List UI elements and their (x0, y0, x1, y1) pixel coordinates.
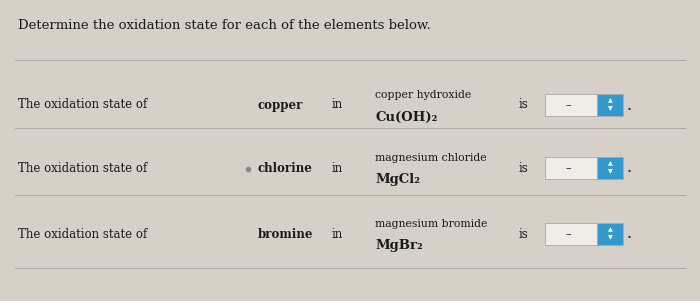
Text: magnesium bromide: magnesium bromide (375, 219, 487, 229)
Text: .: . (627, 160, 632, 176)
Bar (597, 223, 623, 245)
Text: The oxidation state of: The oxidation state of (18, 162, 147, 175)
Text: in: in (332, 98, 343, 111)
Text: ▲: ▲ (608, 228, 612, 232)
Text: .: . (627, 225, 632, 243)
Text: is: is (519, 98, 528, 111)
Text: .: . (627, 97, 632, 113)
Bar (597, 157, 623, 179)
Text: MgBr₂: MgBr₂ (375, 240, 423, 253)
Text: ▼: ▼ (608, 169, 612, 175)
Text: ▼: ▼ (608, 107, 612, 111)
Text: Determine the oxidation state for each of the elements below.: Determine the oxidation state for each o… (18, 19, 431, 32)
Bar (597, 94, 623, 116)
Text: Cu(OH)₂: Cu(OH)₂ (375, 110, 438, 123)
Bar (545, 94, 597, 116)
Text: The oxidation state of: The oxidation state of (18, 228, 147, 240)
Text: The oxidation state of: The oxidation state of (18, 98, 147, 111)
Text: bromine: bromine (258, 228, 314, 240)
Text: –: – (566, 163, 571, 173)
Bar (545, 223, 597, 245)
Text: chlorine: chlorine (258, 162, 313, 175)
Text: copper: copper (258, 98, 303, 111)
Text: –: – (566, 100, 571, 110)
Text: in: in (332, 228, 343, 240)
Text: ▲: ▲ (608, 162, 612, 166)
Bar (545, 157, 597, 179)
Text: MgCl₂: MgCl₂ (375, 173, 420, 187)
Text: –: – (566, 229, 571, 239)
Text: in: in (332, 162, 343, 175)
Text: copper hydroxide: copper hydroxide (375, 90, 471, 100)
Text: is: is (519, 162, 528, 175)
Text: magnesium chloride: magnesium chloride (375, 153, 486, 163)
Text: ▲: ▲ (608, 98, 612, 104)
Text: ▼: ▼ (608, 235, 612, 240)
Text: is: is (519, 228, 528, 240)
